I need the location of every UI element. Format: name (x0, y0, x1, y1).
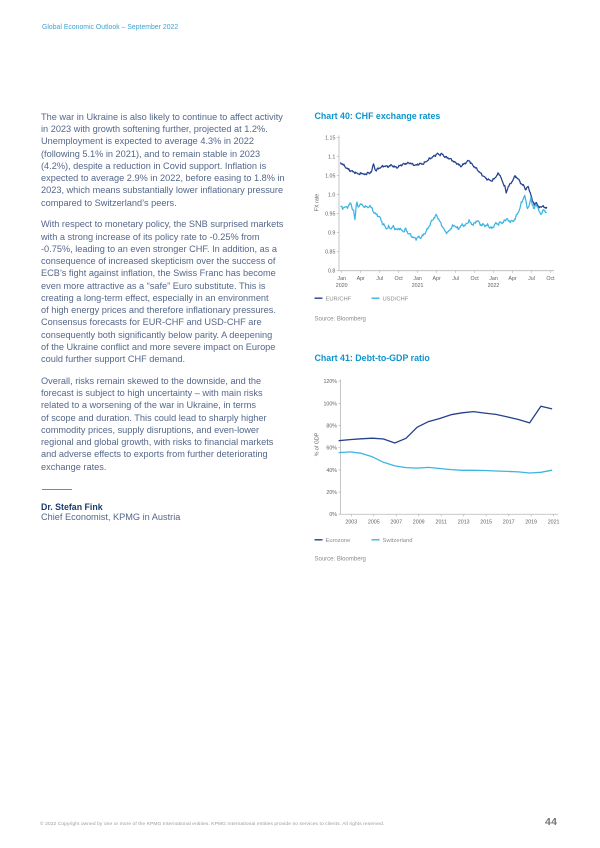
svg-text:USD/CHF: USD/CHF (383, 296, 409, 302)
svg-text:2017: 2017 (503, 520, 515, 526)
svg-text:0%: 0% (329, 512, 337, 518)
svg-text:2005: 2005 (368, 520, 380, 526)
svg-text:2013: 2013 (458, 520, 470, 526)
svg-text:FX rate: FX rate (315, 194, 321, 211)
svg-text:Oct: Oct (546, 276, 555, 282)
svg-text:0.8: 0.8 (328, 269, 335, 275)
svg-text:Apr: Apr (357, 276, 365, 282)
svg-text:Source: Bloomberg: Source: Bloomberg (315, 557, 366, 563)
svg-text:20%: 20% (326, 490, 337, 496)
svg-text:Jan: Jan (337, 276, 346, 282)
svg-text:Jan: Jan (413, 276, 422, 282)
svg-text:Oct: Oct (470, 276, 479, 282)
svg-text:% of GDP: % of GDP (315, 432, 321, 456)
svg-text:40%: 40% (326, 468, 337, 474)
svg-text:Jul: Jul (528, 276, 535, 282)
svg-text:1.15: 1.15 (325, 135, 335, 141)
svg-text:2015: 2015 (480, 520, 492, 526)
svg-text:1.0: 1.0 (328, 193, 335, 199)
svg-text:0.85: 0.85 (325, 250, 335, 256)
svg-text:EUR/CHF: EUR/CHF (326, 296, 352, 302)
svg-text:1.1: 1.1 (328, 154, 335, 160)
svg-text:1.05: 1.05 (325, 174, 335, 180)
svg-text:Jul: Jul (376, 276, 383, 282)
svg-text:2009: 2009 (413, 520, 425, 526)
svg-text:2021: 2021 (548, 520, 560, 526)
svg-text:100%: 100% (323, 401, 337, 407)
svg-text:0.9: 0.9 (328, 231, 335, 237)
svg-text:Eurozone: Eurozone (326, 538, 351, 544)
svg-text:2011: 2011 (436, 520, 447, 526)
svg-text:0.95: 0.95 (325, 212, 335, 218)
svg-text:Apr: Apr (508, 276, 516, 282)
svg-text:120%: 120% (323, 379, 337, 385)
svg-text:Apr: Apr (432, 276, 440, 282)
svg-text:Switzerland: Switzerland (383, 538, 413, 544)
svg-text:60%: 60% (326, 446, 337, 452)
svg-text:2007: 2007 (390, 520, 402, 526)
svg-text:Source: Bloomberg: Source: Bloomberg (315, 317, 366, 323)
svg-text:Jan: Jan (489, 276, 498, 282)
svg-text:2021: 2021 (412, 283, 424, 289)
svg-text:Jul: Jul (452, 276, 459, 282)
svg-text:2019: 2019 (525, 520, 537, 526)
svg-text:2022: 2022 (488, 283, 500, 289)
svg-text:80%: 80% (326, 424, 337, 430)
svg-text:Oct: Oct (394, 276, 403, 282)
svg-text:2020: 2020 (336, 283, 348, 289)
svg-text:2003: 2003 (345, 520, 357, 526)
